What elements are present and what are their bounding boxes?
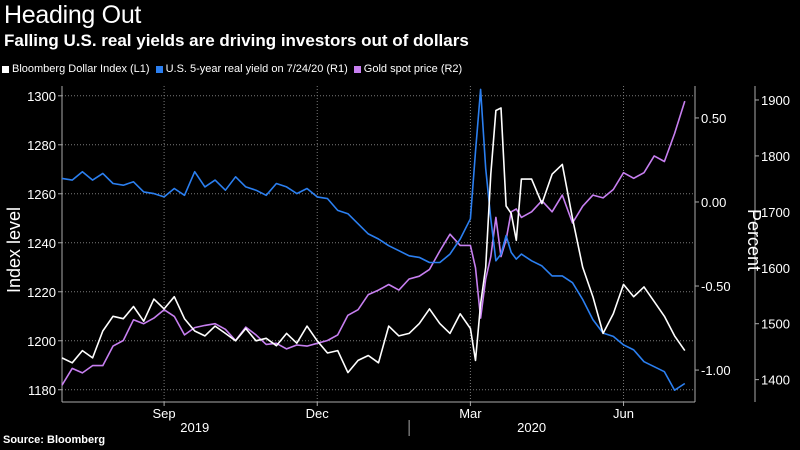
legend: Bloomberg Dollar Index (L1) U.S. 5-year …: [2, 62, 468, 76]
left-tick-label: 1240: [27, 236, 56, 251]
right1-tick-label: 0.00: [701, 195, 726, 210]
legend-item-gold: Gold spot price (R2): [353, 62, 463, 76]
legend-swatch-gold: [353, 65, 361, 73]
left-tick-label: 1280: [27, 138, 56, 153]
source-note: Source: Bloomberg: [3, 434, 106, 446]
right2-tick-label: 1700: [761, 205, 790, 220]
legend-label-real-yield: U.S. 5-year real yield on 7/24/20 (R1): [165, 63, 348, 75]
right2-tick-label: 1400: [761, 373, 790, 388]
series-line-real-yield: [61, 88, 686, 392]
x-tick-label: Mar: [459, 406, 482, 421]
right1-tick-label: 0.50: [701, 111, 726, 126]
left-axis-title: Index level: [4, 207, 24, 293]
x-tick-label: Jun: [613, 406, 634, 421]
legend-swatch-dollar-index: [2, 65, 9, 73]
right2-tick-label: 1500: [761, 317, 790, 332]
right2-tick-label: 1600: [761, 261, 790, 276]
legend-swatch-real-yield: [155, 65, 163, 73]
legend-label-gold: Gold spot price (R2): [363, 63, 463, 75]
right2-tick-label: 1800: [761, 149, 790, 164]
left-tick-label: 1260: [27, 187, 56, 202]
chart-subtitle: Falling U.S. real yields are driving inv…: [4, 31, 469, 50]
right1-tick-label: -0.50: [701, 279, 731, 294]
chart-title: Heading Out: [4, 1, 142, 29]
x-tick-label: Dec: [306, 406, 330, 421]
series-line-dollar-index: [61, 107, 686, 374]
left-tick-label: 1300: [27, 89, 56, 104]
left-tick-label: 1220: [27, 285, 56, 300]
legend-item-dollar-index: Bloomberg Dollar Index (L1): [2, 62, 150, 76]
year-label-2020: 2020: [517, 420, 546, 435]
legend-label-dollar-index: Bloomberg Dollar Index (L1): [12, 63, 150, 75]
left-tick-label: 1180: [28, 383, 56, 398]
left-tick-label: 1200: [27, 334, 56, 349]
right2-tick-label: 1900: [761, 93, 790, 108]
right1-tick-label: -1.00: [701, 363, 731, 378]
year-label-2019: 2019: [180, 420, 209, 435]
x-tick-label: Sep: [153, 406, 176, 421]
legend-item-real-yield: U.S. 5-year real yield on 7/24/20 (R1): [155, 62, 348, 76]
right-axis-title: Percent: [744, 209, 764, 271]
series-line-gold: [61, 100, 686, 386]
